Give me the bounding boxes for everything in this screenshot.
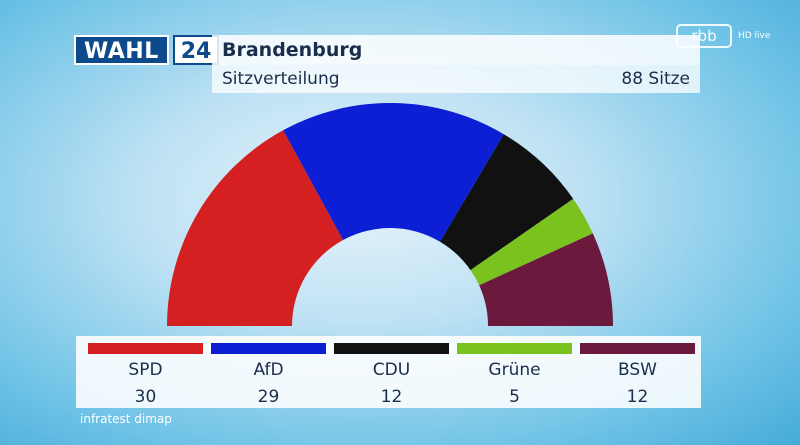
legend-swatch [580,343,695,354]
live-label: HD live [738,31,771,41]
rbb-logo-text: rbb [676,24,732,48]
logo-number: 24 [172,35,220,65]
legend-seat-count: 12 [380,387,403,407]
legend-swatch [334,343,449,354]
legend-party-name: Grüne [488,360,541,380]
broadcaster-logo: rbb HD live [676,24,770,48]
data-source: infratest dimap [80,412,172,426]
seat-segment-cdu [440,134,574,271]
legend-seat-count: 12 [626,387,649,407]
seat-segment-bsw [479,233,613,326]
logo-wahl-text: WAHL [74,35,169,65]
legend-swatch [211,343,326,354]
wahl-logo: WAHL 24 [74,35,220,65]
legend-swatch [457,343,572,354]
subtitle-bar: Sitzverteilung 88 Sitze [212,65,700,93]
legend-item-cdu: CDU 12 [334,343,449,407]
legend-party-name: BSW [618,360,657,380]
legend-seat-count: 5 [509,387,520,407]
legend-item-afd: AfD 29 [211,343,326,407]
seat-segment-afd [283,103,504,242]
legend-swatch [88,343,203,354]
legend-party-name: SPD [128,360,163,380]
legend-seat-count: 29 [257,387,280,407]
page-title: Brandenburg [212,35,700,65]
legend-party-name: CDU [372,360,411,380]
seat-segment-spd [167,130,344,326]
chart-subtitle: Sitzverteilung [222,69,340,89]
legend-party-name: AfD [253,360,284,380]
seat-segment-grüne [470,198,593,286]
legend-item-grüne: Grüne 5 [457,343,572,407]
legend-item-spd: SPD 30 [88,343,203,407]
legend-seat-count: 30 [134,387,157,407]
seats-total: 88 Sitze [621,69,690,89]
legend-item-bsw: BSW 12 [580,343,695,407]
